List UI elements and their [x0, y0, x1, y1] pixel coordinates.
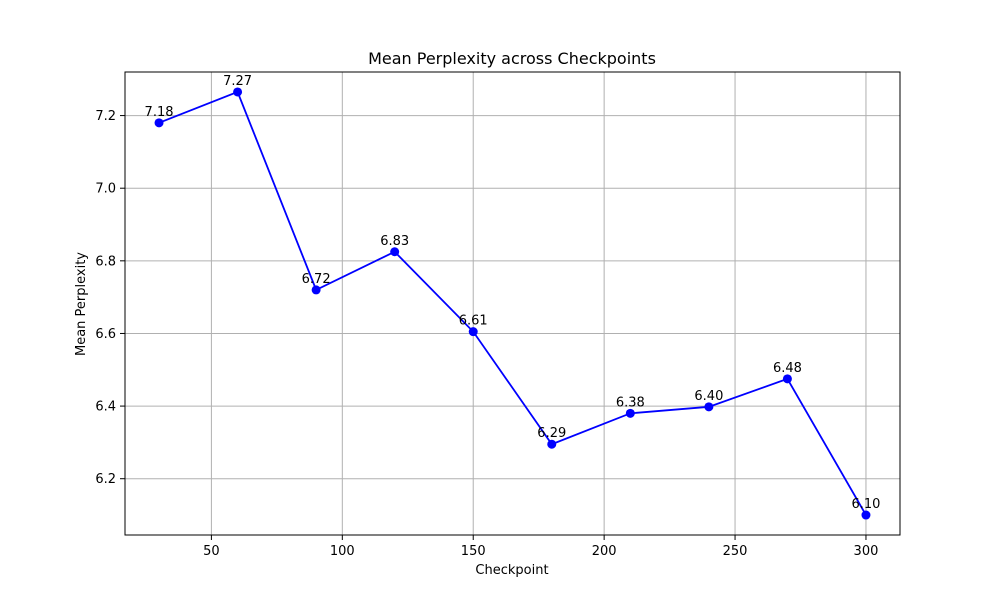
y-axis-label: Mean Perplexity [74, 252, 89, 356]
data-label: 6.48 [773, 361, 802, 376]
data-label: 7.27 [223, 74, 252, 89]
grid [125, 72, 900, 535]
data-label: 6.10 [851, 497, 880, 512]
data-label: 7.18 [145, 105, 174, 120]
x-tick-label: 200 [592, 544, 617, 559]
data-labels: 7.18 7.27 6.72 6.83 6.61 6.29 6.38 6.40 6.48 6.10 [145, 74, 881, 512]
y-tick-label: 6.4 [95, 400, 116, 415]
series-line [158, 90, 867, 516]
data-point [233, 87, 243, 97]
x-tick-label: 100 [330, 544, 355, 559]
data-label: 6.83 [380, 234, 409, 249]
x-tick-label: 150 [461, 544, 486, 559]
data-label: 6.61 [459, 314, 488, 329]
data-point [625, 408, 635, 418]
y-tick-label: 6.6 [95, 327, 116, 342]
y-tick-label: 6.8 [95, 254, 116, 269]
chart-title: Mean Perplexity across Checkpoints [368, 49, 656, 68]
data-point [861, 510, 871, 520]
y-tick-label: 6.2 [95, 472, 116, 487]
y-tick-label: 7.2 [95, 109, 116, 124]
x-tick-label: 250 [723, 544, 748, 559]
data-point [390, 247, 400, 257]
x-axis-label: Checkpoint [475, 563, 548, 578]
data-point [782, 374, 792, 384]
data-label: 6.40 [694, 389, 723, 404]
data-point [311, 285, 321, 295]
y-axis-ticks: 6.2 6.4 6.6 6.8 7.0 7.2 [95, 109, 125, 487]
data-label: 6.72 [302, 272, 331, 287]
x-axis-ticks: 50 100 150 200 250 300 [203, 535, 878, 559]
data-point [704, 402, 714, 412]
x-tick-label: 300 [854, 544, 879, 559]
data-point [547, 439, 557, 449]
data-point [154, 118, 164, 128]
x-tick-label: 50 [203, 544, 220, 559]
plot-frame [124, 71, 901, 536]
y-tick-label: 7.0 [95, 182, 116, 197]
data-label: 6.29 [537, 426, 566, 441]
series-layer [154, 87, 871, 520]
data-point [468, 327, 478, 337]
data-label: 6.38 [616, 395, 645, 410]
